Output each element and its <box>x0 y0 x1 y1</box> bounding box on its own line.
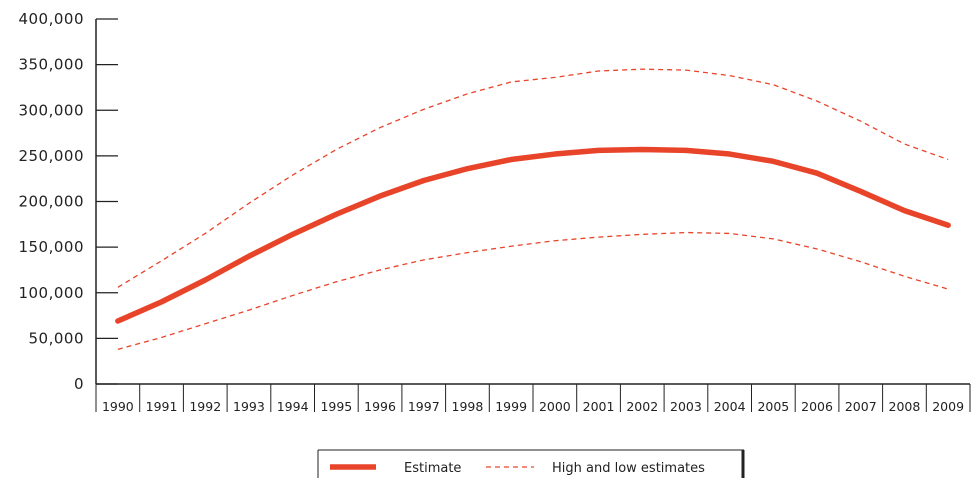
y-axis: 0 50,000 100,000 150,000 200,000 250,000 300,0… <box>18 10 118 393</box>
x-tick-label: 1998 <box>452 399 484 414</box>
x-tick-label: 2007 <box>845 399 877 414</box>
y-tick-label: 50,000 <box>29 329 85 347</box>
x-tick-label: 2000 <box>539 399 571 414</box>
y-tick-label: 350,000 <box>18 56 84 74</box>
y-tick-label: 0 <box>74 375 84 393</box>
x-tick-label: 2002 <box>626 399 658 414</box>
x-tick-label: 1995 <box>320 399 352 414</box>
x-tick-label: 1992 <box>189 399 221 414</box>
y-tick-label: 200,000 <box>18 193 84 211</box>
x-tick-label: 1999 <box>495 399 527 414</box>
x-tick-label: 2003 <box>670 399 702 414</box>
y-tick-label: 250,000 <box>18 147 84 165</box>
x-tick-label: 1991 <box>146 399 178 414</box>
series-line-high-estimate <box>117 68 949 288</box>
x-tick-label: 2006 <box>801 399 833 414</box>
series-layer <box>115 68 951 350</box>
x-tick-label: 2005 <box>757 399 789 414</box>
series-line-low-estimate <box>117 231 949 350</box>
x-tick-label: 1997 <box>408 399 440 414</box>
x-tick-label: 2008 <box>889 399 921 414</box>
x-tick-label: 1996 <box>364 399 396 414</box>
series-line-estimate <box>115 146 951 324</box>
x-tick-label: 1990 <box>102 399 134 414</box>
x-tick-label: 1994 <box>277 399 309 414</box>
y-tick-label: 400,000 <box>18 10 84 28</box>
x-tick-label: 1993 <box>233 399 265 414</box>
legend-label-estimate: Estimate <box>404 461 461 476</box>
x-tick-label: 2004 <box>714 399 746 414</box>
y-tick-label: 150,000 <box>18 238 84 256</box>
x-tick-label: 2009 <box>932 399 964 414</box>
x-tick-label: 2001 <box>583 399 615 414</box>
x-axis: 1990 1991 1992 1993 1994 1995 1996 1997 1998 1999… <box>95 383 971 414</box>
legend-label-high-low: High and low estimates <box>552 461 705 476</box>
y-tick-label: 100,000 <box>18 284 84 302</box>
legend: Estimate High and low estimates <box>317 449 745 478</box>
y-tick-label: 300,000 <box>18 101 84 119</box>
